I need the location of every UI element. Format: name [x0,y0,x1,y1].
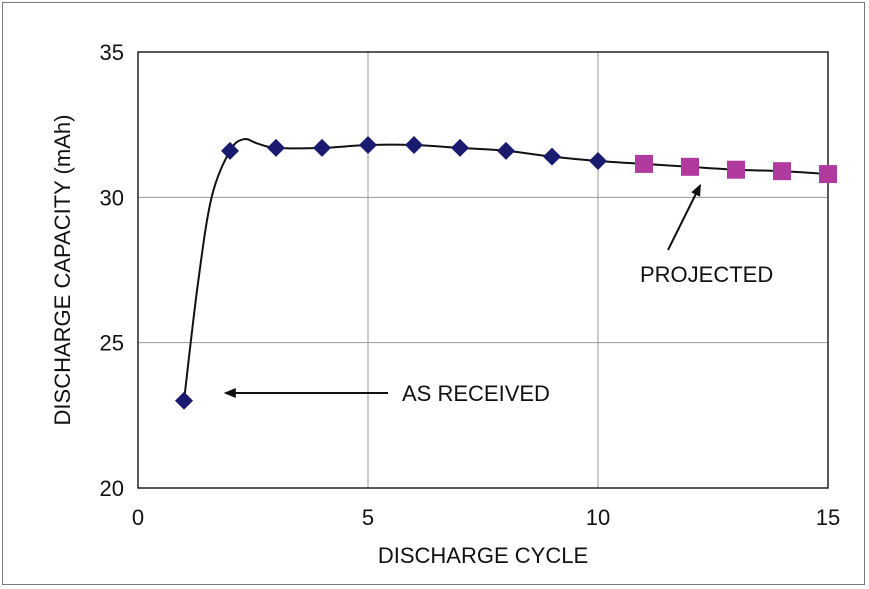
diamond-marker [543,147,561,166]
x-tick-label: 5 [362,505,374,530]
data-markers [175,136,837,410]
square-marker [635,154,653,173]
y-tick-label: 30 [100,185,124,210]
square-marker [727,160,745,179]
x-axis-title: DISCHARGE CYCLE [378,543,588,568]
projected-label: PROJECTED [640,262,773,287]
as-received-label: AS RECEIVED [402,381,550,406]
x-tick-label: 0 [132,505,144,530]
y-tick-label: 20 [100,476,124,501]
annotations: AS RECEIVED PROJECTED [223,183,773,406]
y-tick-label: 35 [100,40,124,65]
grid [138,52,828,488]
projected-arrow [667,183,701,251]
plot-area [137,51,829,489]
square-marker [773,162,791,181]
square-marker [819,165,837,184]
diamond-marker [313,138,331,157]
square-marker [681,157,699,176]
diamond-marker [589,152,607,170]
diamond-marker [497,141,515,160]
x-tick-label: 10 [586,505,610,530]
diamond-marker [267,138,285,157]
diamond-marker [175,391,193,410]
diamond-marker [405,136,423,155]
y-axis-title: DISCHARGE CAPACITY (mAh) [50,115,75,426]
diamond-marker [359,136,377,155]
y-tick-label: 25 [100,331,124,356]
diamond-marker [221,141,239,160]
x-tick-label: 15 [816,505,840,530]
diamond-marker [451,138,469,157]
tick-labels: 0 5 10 15 20 25 30 35 [100,40,841,530]
